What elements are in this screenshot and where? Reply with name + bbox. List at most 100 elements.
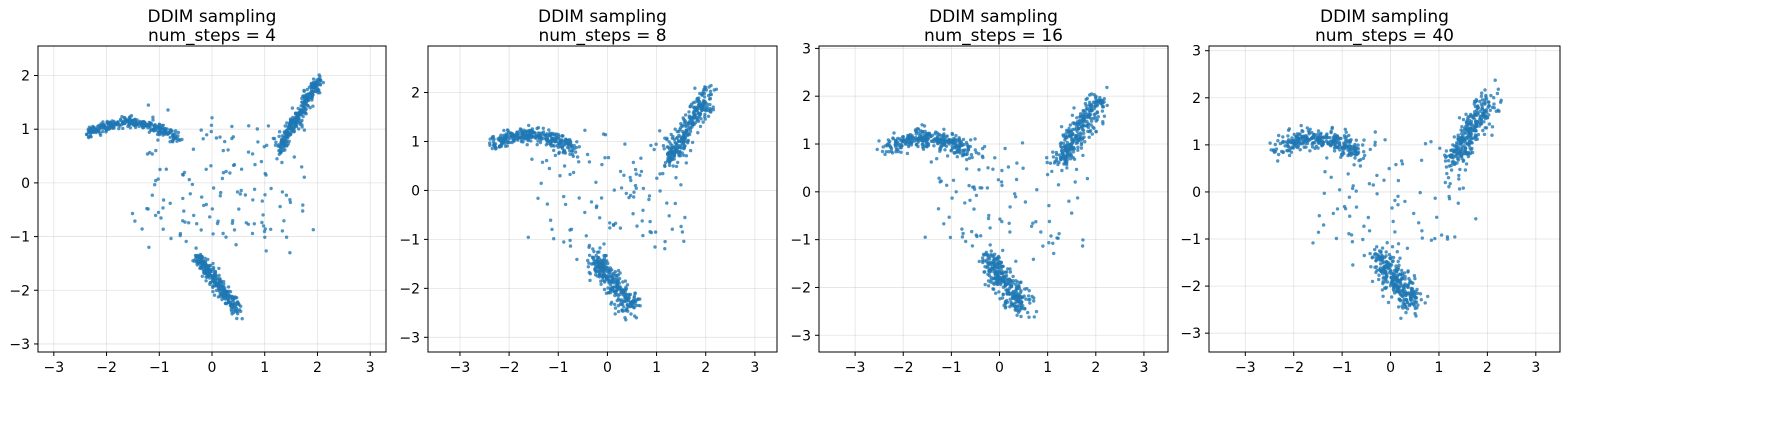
scatter-point — [1368, 251, 1372, 256]
scatter-point — [534, 136, 538, 140]
scatter-point — [1073, 180, 1077, 184]
scatter-point — [1292, 132, 1296, 137]
scatter-point — [1031, 221, 1035, 225]
scatter-point — [232, 228, 237, 232]
scatter-point — [684, 154, 689, 158]
scatter-point — [980, 186, 984, 190]
scatter-point — [212, 293, 217, 297]
scatter-point — [1054, 150, 1059, 155]
scatter-point — [1289, 140, 1293, 144]
scatter-point — [1087, 135, 1091, 139]
scatter-point — [654, 142, 658, 146]
scatter-point — [1066, 129, 1070, 134]
scatter-point — [1008, 205, 1012, 209]
scatter-point — [1311, 241, 1315, 245]
scatter-point — [901, 135, 905, 139]
scatter-point — [1390, 281, 1394, 285]
scatter-point — [1463, 147, 1468, 151]
scatter-point — [1472, 129, 1477, 133]
scatter-point — [1433, 236, 1437, 241]
scatter-point — [219, 292, 223, 296]
scatter-point — [1018, 280, 1023, 285]
scatter-point — [920, 142, 924, 147]
scatter-point — [678, 126, 683, 130]
scatter-point — [235, 190, 240, 194]
scatter-point — [1418, 190, 1422, 195]
scatter-point — [1008, 270, 1013, 274]
scatter-point — [686, 139, 690, 144]
scatter-point — [947, 142, 951, 146]
scatter-point — [1045, 156, 1049, 160]
scatter-point — [989, 253, 993, 257]
scatter-point — [964, 239, 968, 244]
scatter-point — [211, 232, 215, 236]
scatter-point — [587, 160, 592, 164]
scatter-point — [305, 99, 309, 104]
scatter-point — [560, 134, 564, 138]
scatter-point — [930, 133, 935, 138]
scatter-point — [986, 284, 991, 288]
scatter-point — [283, 148, 287, 152]
scatter-point — [1384, 277, 1388, 281]
scatter-point — [1462, 132, 1467, 136]
scatter-point — [220, 297, 224, 302]
scatter-point — [1027, 289, 1031, 293]
scatter-point — [988, 226, 992, 230]
scatter-point — [217, 266, 221, 271]
scatter-point — [1460, 125, 1464, 129]
scatter-point — [1454, 153, 1458, 157]
x-tick-label: 2 — [313, 360, 322, 376]
scatter-point — [1395, 250, 1400, 254]
scatter-point — [1381, 276, 1385, 280]
scatter-point — [1423, 301, 1427, 305]
axes-frame — [1208, 45, 1561, 353]
scatter-point — [538, 136, 542, 140]
scatter-point — [963, 201, 967, 205]
scatter-point — [283, 124, 287, 128]
scatter-point — [1391, 219, 1395, 224]
scatter-point — [615, 292, 619, 296]
scatter-point — [1398, 256, 1402, 260]
scatter-point — [544, 135, 549, 140]
scatter-point — [1096, 115, 1101, 119]
scatter-point — [1073, 127, 1077, 131]
scatter-point — [226, 148, 230, 152]
scatter-point — [1443, 159, 1448, 163]
scatter-point — [603, 254, 608, 258]
x-tick-label: −1 — [941, 360, 962, 376]
scatter-point — [1081, 153, 1085, 158]
y-tick-label: 0 — [21, 176, 30, 192]
scatter-point — [640, 219, 644, 223]
scatter-point — [1005, 278, 1010, 282]
scatter-point — [1459, 154, 1464, 158]
scatter-point — [1396, 194, 1400, 198]
scatter-point — [1487, 104, 1491, 108]
scatter-point — [1416, 303, 1420, 307]
scatter-point — [126, 124, 130, 129]
scatter-point — [1283, 144, 1287, 148]
scatter-point — [154, 148, 158, 153]
scatter-point — [936, 137, 941, 141]
scatter-point — [1469, 141, 1474, 145]
scatter-point — [273, 143, 278, 147]
scatter-point — [500, 141, 504, 145]
scatter-point — [676, 152, 681, 156]
scatter-point — [279, 142, 283, 147]
x-tick-label: 3 — [366, 360, 375, 376]
scatter-point — [1370, 255, 1375, 259]
scatter-point — [983, 282, 987, 287]
scatter-point — [1296, 138, 1301, 142]
scatter-point — [919, 135, 923, 139]
scatter-point — [705, 102, 709, 106]
scatter-point — [298, 112, 302, 116]
scatter-point — [1085, 176, 1090, 181]
scatter-point — [1490, 133, 1494, 137]
scatter-point — [943, 138, 948, 142]
scatter-point — [1375, 268, 1379, 272]
y-tick-label: −3 — [790, 328, 811, 344]
scatter-point — [1098, 95, 1102, 100]
scatter-point — [1092, 126, 1096, 130]
scatter-point — [210, 279, 215, 283]
scatter-point — [1079, 141, 1084, 145]
scatter-point — [1010, 302, 1014, 306]
